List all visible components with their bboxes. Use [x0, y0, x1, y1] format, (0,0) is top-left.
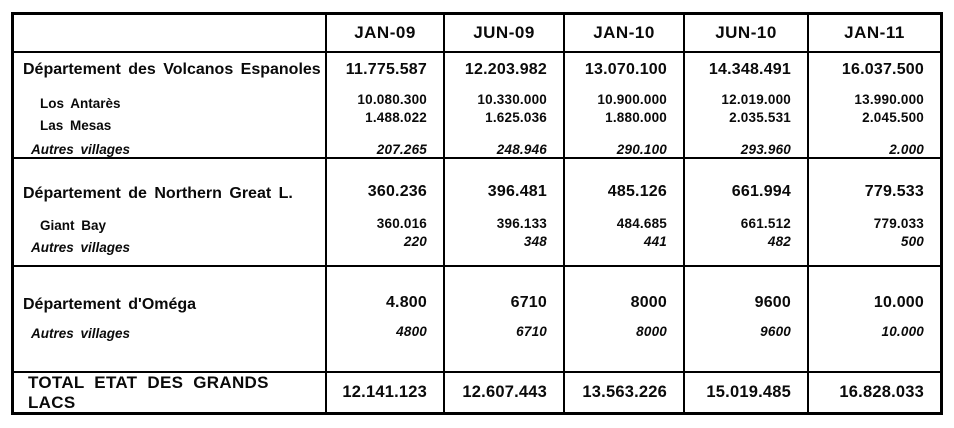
cell-value: 500	[900, 234, 924, 249]
cell-value: 1.880.000	[605, 110, 667, 125]
cell-value: 248.946	[496, 142, 547, 157]
cell-value: 16.037.500	[841, 61, 924, 78]
total-value-jun-09: 12.607.443	[443, 371, 563, 412]
section-volcanos-values-jun-10: 14.348.491 12.019.000 2.035.531 293.960	[683, 51, 807, 157]
row-label-departement-omega: Département d'Oméga	[23, 296, 197, 313]
cell-value: 8000	[630, 294, 667, 311]
cell-value: 13.990.000	[854, 92, 924, 107]
total-value-jan-11: 16.828.033	[807, 371, 940, 412]
row-label-las-mesas: Las Mesas	[40, 118, 112, 133]
section-northern-values-jan-10: 485.126 484.685 441	[563, 157, 683, 265]
cell-value: 220	[403, 234, 427, 249]
cell-value: 6710	[510, 294, 547, 311]
cell-value: 779.533	[864, 183, 924, 200]
column-header-jan-11: JAN-11	[807, 15, 940, 51]
row-label-departement-northern: Département de Northern Great L.	[23, 185, 293, 202]
section-volcanos-values-jan-10: 13.070.100 10.900.000 1.880.000 290.100	[563, 51, 683, 157]
population-table: JAN-09 JUN-09 JAN-10 JUN-10 JAN-11 Dépar…	[11, 12, 943, 415]
column-header-label: JAN-09	[354, 23, 416, 42]
cell-value: 6710	[516, 324, 547, 339]
cell-value: 485.126	[607, 183, 667, 200]
row-label-los-antares: Los Antarès	[40, 96, 121, 111]
cell-value: 661.512	[740, 216, 791, 231]
row-label-giant-bay: Giant Bay	[40, 218, 107, 233]
section-omega-values-jun-10: 9600 9600	[683, 265, 807, 371]
section-omega-labels: Département d'Oméga Autres villages	[14, 265, 325, 371]
section-volcanos-values-jan-09: 11.775.587 10.080.300 1.488.022 207.265	[325, 51, 443, 157]
section-volcanos-values-jan-11: 16.037.500 13.990.000 2.045.500 2.000	[807, 51, 940, 157]
cell-value: 360.016	[376, 216, 427, 231]
cell-value: 12.019.000	[721, 92, 791, 107]
cell-value: 360.236	[367, 183, 427, 200]
section-northern-labels: Département de Northern Great L. Giant B…	[14, 157, 325, 265]
cell-value: 290.100	[616, 142, 667, 157]
cell-value: 348	[523, 234, 547, 249]
cell-value: 2.035.531	[729, 110, 791, 125]
section-northern-values-jun-10: 661.994 661.512 482	[683, 157, 807, 265]
section-omega-values-jan-11: 10.000 10.000	[807, 265, 940, 371]
header-empty-cell	[14, 15, 325, 51]
column-header-jan-10: JAN-10	[563, 15, 683, 51]
cell-value: 396.133	[496, 216, 547, 231]
column-header-label: JAN-11	[844, 23, 905, 42]
cell-value: 14.348.491	[708, 61, 791, 78]
section-omega-values-jun-09: 6710 6710	[443, 265, 563, 371]
cell-value: 779.033	[873, 216, 924, 231]
section-northern-values-jun-09: 396.481 396.133 348	[443, 157, 563, 265]
total-value-jan-09: 12.141.123	[325, 371, 443, 412]
cell-value: 2.000	[889, 142, 924, 157]
cell-value: 10.000	[881, 324, 924, 339]
cell-value: 396.481	[487, 183, 547, 200]
cell-value: 9600	[754, 294, 791, 311]
column-header-label: JAN-10	[593, 23, 655, 42]
cell-value: 482	[767, 234, 791, 249]
section-omega-values-jan-09: 4.800 4800	[325, 265, 443, 371]
cell-value: 441	[643, 234, 667, 249]
cell-value: 4.800	[385, 294, 427, 311]
cell-value: 661.994	[731, 183, 791, 200]
column-header-label: JUN-10	[715, 23, 777, 42]
section-northern-values-jan-09: 360.236 360.016 220	[325, 157, 443, 265]
section-omega-values-jan-10: 8000 8000	[563, 265, 683, 371]
cell-value: 10.080.300	[357, 92, 427, 107]
cell-value: 2.045.500	[862, 110, 924, 125]
cell-value: 4800	[396, 324, 427, 339]
cell-value: 9600	[760, 324, 791, 339]
total-value-jun-10: 15.019.485	[683, 371, 807, 412]
row-label-autres-villages: Autres villages	[31, 142, 131, 157]
cell-value: 8000	[636, 324, 667, 339]
cell-value: 1.625.036	[485, 110, 547, 125]
column-header-jan-09: JAN-09	[325, 15, 443, 51]
section-northern-values-jan-11: 779.533 779.033 500	[807, 157, 940, 265]
cell-value: 12.203.982	[464, 61, 547, 78]
section-volcanos-labels: Département des Volcanos Espanoles Los A…	[14, 51, 325, 157]
row-label-departement-volcanos: Département des Volcanos Espanoles	[23, 61, 321, 78]
section-volcanos-values-jun-09: 12.203.982 10.330.000 1.625.036 248.946	[443, 51, 563, 157]
row-label-autres-villages: Autres villages	[31, 326, 131, 341]
column-header-label: JUN-09	[473, 23, 535, 42]
cell-value: 484.685	[616, 216, 667, 231]
cell-value: 10.900.000	[597, 92, 667, 107]
cell-value: 10.000	[873, 294, 924, 311]
column-header-jun-09: JUN-09	[443, 15, 563, 51]
column-header-jun-10: JUN-10	[683, 15, 807, 51]
total-row-label: TOTAL ETAT DES GRANDS LACS	[14, 371, 325, 412]
cell-value: 10.330.000	[477, 92, 547, 107]
row-label-autres-villages: Autres villages	[31, 240, 131, 255]
cell-value: 13.070.100	[584, 61, 667, 78]
cell-value: 11.775.587	[345, 61, 427, 78]
cell-value: 1.488.022	[365, 110, 427, 125]
cell-value: 207.265	[376, 142, 427, 157]
cell-value: 293.960	[740, 142, 791, 157]
total-value-jan-10: 13.563.226	[563, 371, 683, 412]
